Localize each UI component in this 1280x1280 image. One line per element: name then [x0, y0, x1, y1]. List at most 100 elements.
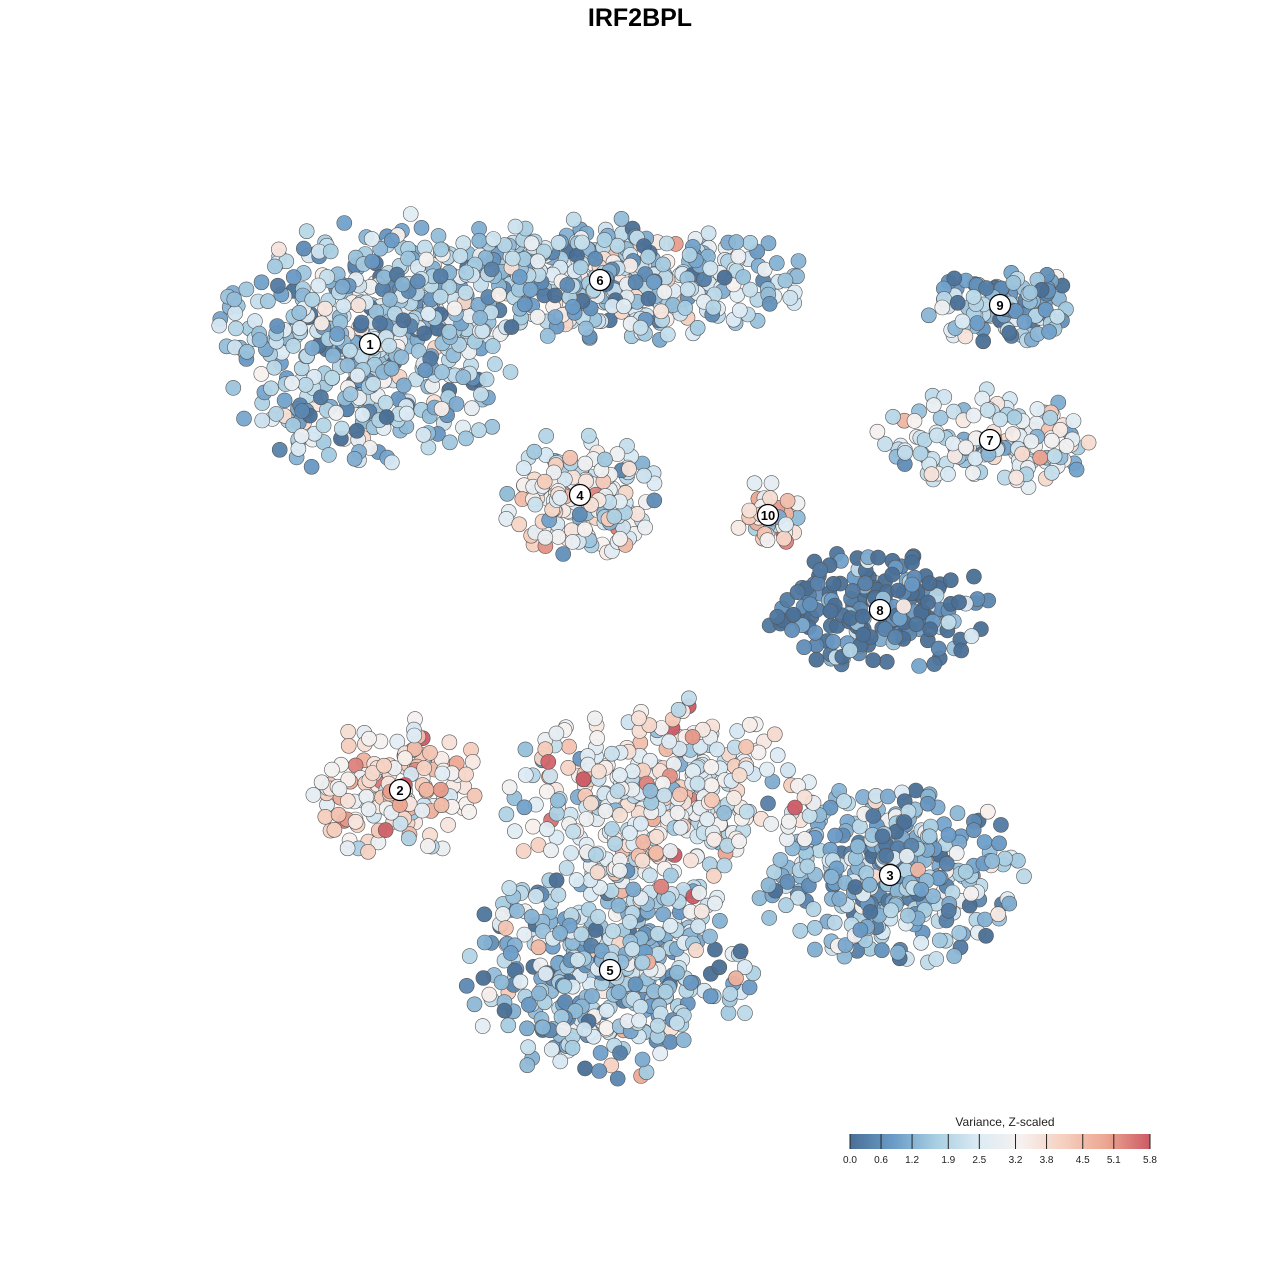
scatter-point — [526, 443, 543, 460]
scatter-point — [497, 920, 514, 936]
scatter-point — [741, 502, 758, 519]
scatter-point — [539, 328, 556, 344]
scatter-point — [720, 1005, 737, 1021]
scatter-point — [681, 690, 697, 707]
scatter-point — [389, 733, 406, 750]
scatter-point — [624, 941, 641, 958]
scatter-point — [580, 427, 597, 444]
scatter-point — [751, 890, 768, 906]
scatter-point — [779, 493, 796, 509]
scatter-point — [688, 942, 704, 959]
scatter-point — [417, 362, 434, 379]
scatter-point — [558, 860, 575, 876]
scatter-point — [731, 767, 748, 784]
scatter-point — [483, 261, 500, 278]
scatter-point — [737, 1005, 753, 1021]
scatter-point — [822, 799, 839, 816]
scatter-point — [587, 251, 604, 267]
scatter-point — [809, 575, 826, 592]
cluster-label-circle — [388, 778, 412, 802]
scatter-point — [742, 281, 758, 298]
scatter-point — [990, 906, 1007, 923]
scatter-point — [484, 418, 501, 435]
cluster-label-text: 10 — [761, 508, 775, 523]
scatter-point — [565, 211, 582, 228]
legend-tick-label: 2.5 — [972, 1155, 986, 1166]
scatter-point — [808, 651, 825, 668]
scatter-point — [339, 840, 356, 857]
scatter-point — [784, 622, 800, 638]
scatter-point — [926, 656, 943, 672]
scatter-point — [953, 642, 970, 659]
scatter-point — [778, 897, 794, 914]
scatter-point — [649, 1017, 666, 1034]
scatter-point — [225, 380, 242, 396]
cluster-label-text: 1 — [366, 337, 373, 352]
scatter-point — [381, 291, 398, 308]
scatter-point — [946, 948, 963, 964]
scatter-point — [928, 951, 945, 967]
scatter-point — [365, 375, 382, 392]
scatter-point — [890, 944, 906, 961]
scatter-point — [1041, 323, 1057, 340]
scatter-point — [572, 259, 589, 276]
scatter-point — [589, 864, 606, 881]
scatter-point — [857, 575, 874, 592]
scatter-point — [455, 369, 472, 386]
scatter-point — [712, 912, 728, 929]
scatter-point — [636, 467, 652, 484]
scatter-point — [1004, 426, 1021, 442]
cluster-label-text: 2 — [396, 783, 403, 798]
scatter-point — [433, 797, 450, 814]
scatter-point — [763, 475, 780, 491]
scatter-point — [842, 642, 858, 659]
scatter-point — [400, 250, 416, 267]
scatter-point — [610, 897, 627, 914]
scatter-point — [569, 952, 586, 968]
scatter-point — [564, 534, 581, 550]
scatter-point — [317, 300, 333, 317]
scatter-point — [270, 241, 287, 258]
scatter-point — [728, 234, 745, 250]
scatter-point — [689, 319, 706, 336]
scatter-point — [516, 926, 533, 943]
legend-colorbar — [850, 1134, 1150, 1149]
scatter-point — [557, 994, 573, 1010]
scatter-point — [826, 914, 843, 931]
scatter-point — [590, 909, 606, 925]
scatter-point — [965, 822, 982, 839]
legend-colorbar-svg: 0.0 0.6 1.2 1.9 2.5 3.2 3.8 4.5 5.1 5.8 — [843, 1134, 1157, 1166]
scatter-point — [920, 307, 937, 324]
scatter-point — [731, 302, 748, 319]
legend-tick-label: 1.9 — [941, 1155, 955, 1166]
scatter-point — [728, 970, 744, 987]
scatter-point — [738, 739, 755, 755]
scatter-point — [796, 789, 813, 806]
points-layer — [211, 206, 1097, 1087]
scatter-point — [464, 753, 481, 770]
scatter-point — [861, 876, 878, 893]
scatter-point — [789, 584, 806, 601]
scatter-point — [461, 803, 477, 820]
scatter-point — [458, 264, 475, 281]
scatter-point — [395, 377, 412, 394]
scatter-point — [346, 450, 363, 467]
scatter-point — [440, 817, 456, 833]
scatter-point — [895, 598, 912, 615]
scatter-point — [911, 658, 927, 674]
scatter-point — [547, 309, 564, 325]
scatter-point — [254, 412, 271, 429]
scatter-point — [573, 926, 590, 943]
scatter-point — [936, 389, 953, 405]
scatter-point — [1065, 413, 1082, 429]
scatter-point — [376, 269, 392, 286]
scatter-point — [613, 211, 630, 227]
scatter-point — [473, 386, 489, 403]
scatter-point — [493, 974, 510, 991]
scatter-point — [592, 1045, 609, 1061]
scatter-point — [360, 843, 376, 860]
scatter-point — [929, 427, 945, 444]
scatter-point — [334, 278, 351, 295]
scatter-point — [253, 366, 270, 382]
scatter-point — [285, 269, 302, 285]
